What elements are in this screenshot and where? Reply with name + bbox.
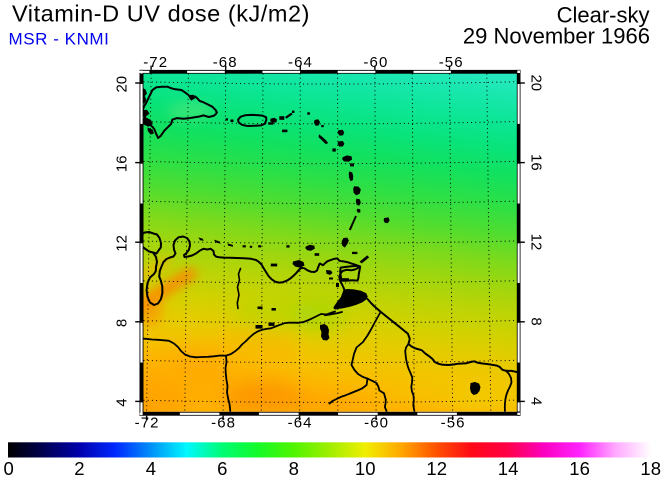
svg-text:18: 18 <box>640 458 661 479</box>
svg-text:16: 16 <box>528 154 545 171</box>
svg-text:4: 4 <box>528 397 545 405</box>
svg-text:-68: -68 <box>211 414 236 431</box>
svg-text:16: 16 <box>569 458 590 479</box>
svg-text:12: 12 <box>426 458 447 479</box>
svg-text:29 November 1966: 29 November 1966 <box>463 23 650 48</box>
svg-text:MSR - KNMI: MSR - KNMI <box>9 30 110 49</box>
svg-text:4: 4 <box>114 398 131 406</box>
svg-text:2: 2 <box>74 458 84 479</box>
svg-text:12: 12 <box>114 235 131 252</box>
svg-text:0: 0 <box>4 458 14 479</box>
svg-text:-60: -60 <box>363 54 388 71</box>
svg-text:-60: -60 <box>364 414 389 431</box>
svg-text:16: 16 <box>114 155 131 172</box>
svg-text:20: 20 <box>528 74 545 91</box>
svg-text:Clear-sky: Clear-sky <box>557 3 650 28</box>
svg-text:-72: -72 <box>143 54 168 71</box>
svg-text:-56: -56 <box>439 54 464 71</box>
svg-text:-72: -72 <box>135 414 160 431</box>
svg-text:8: 8 <box>289 458 299 479</box>
svg-text:-64: -64 <box>288 414 313 431</box>
svg-text:8: 8 <box>114 319 131 327</box>
svg-text:6: 6 <box>217 458 227 479</box>
svg-text:12: 12 <box>528 234 545 251</box>
svg-text:-64: -64 <box>288 54 313 71</box>
svg-text:20: 20 <box>114 76 131 93</box>
svg-text:Vitamin-D UV dose (kJ/m2): Vitamin-D UV dose (kJ/m2) <box>12 1 310 27</box>
svg-text:-56: -56 <box>441 414 466 431</box>
svg-text:8: 8 <box>528 317 545 325</box>
svg-text:4: 4 <box>146 458 156 479</box>
svg-text:14: 14 <box>498 458 519 479</box>
svg-text:10: 10 <box>355 458 376 479</box>
svg-text:-68: -68 <box>213 54 238 71</box>
